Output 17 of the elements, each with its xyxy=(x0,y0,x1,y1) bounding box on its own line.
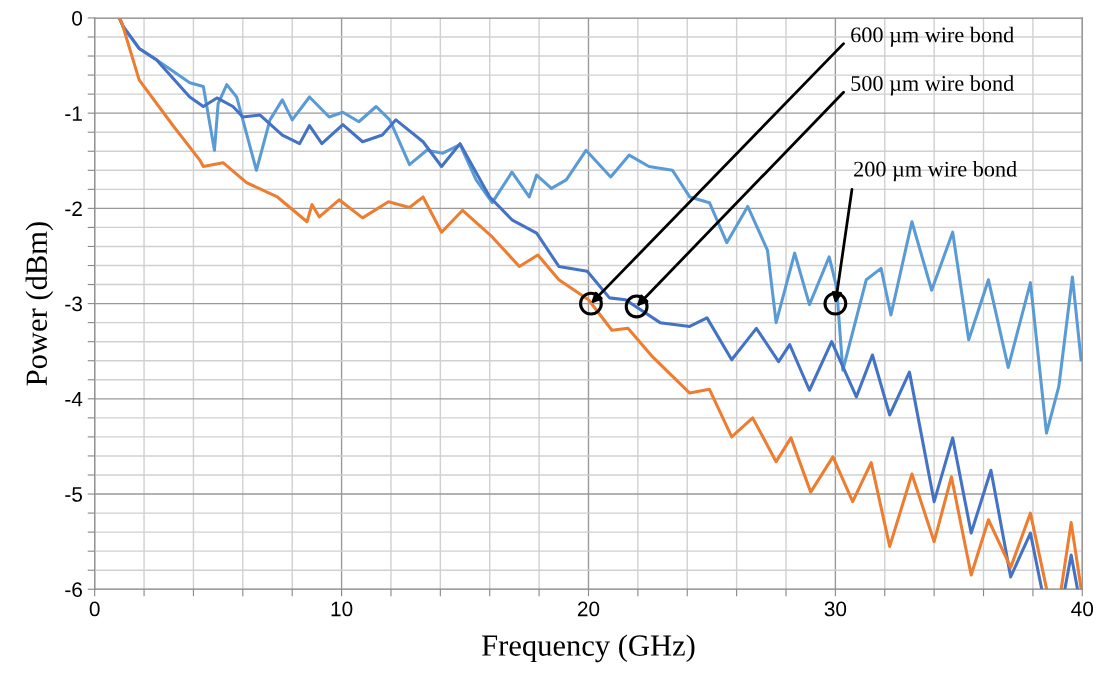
y-tick-label: -5 xyxy=(65,487,83,502)
y-tick-label: -3 xyxy=(65,296,82,312)
annotation: 500 µm wire bond xyxy=(851,75,1014,96)
x-tick-label: 30 xyxy=(824,601,847,617)
x-tick-label: 40 xyxy=(1071,601,1094,617)
y-tick-label: -6 xyxy=(65,582,82,598)
annotation: 200 µm wire bond xyxy=(854,160,1017,182)
x-tick-label: 10 xyxy=(331,601,353,617)
x-axis-title: Frequency (GHz) xyxy=(482,634,695,663)
y-tick-label: -1 xyxy=(65,106,82,121)
y-tick-label: -2 xyxy=(65,201,82,216)
x-tick-label: 0 xyxy=(89,601,100,617)
annotation: 600 µm wire bond xyxy=(851,26,1014,47)
y-tick-label: 0 xyxy=(72,10,83,26)
y-axis-title: Power (dBm) xyxy=(25,222,54,386)
x-tick-label: 20 xyxy=(577,601,600,617)
y-tick-label: -4 xyxy=(65,392,83,407)
